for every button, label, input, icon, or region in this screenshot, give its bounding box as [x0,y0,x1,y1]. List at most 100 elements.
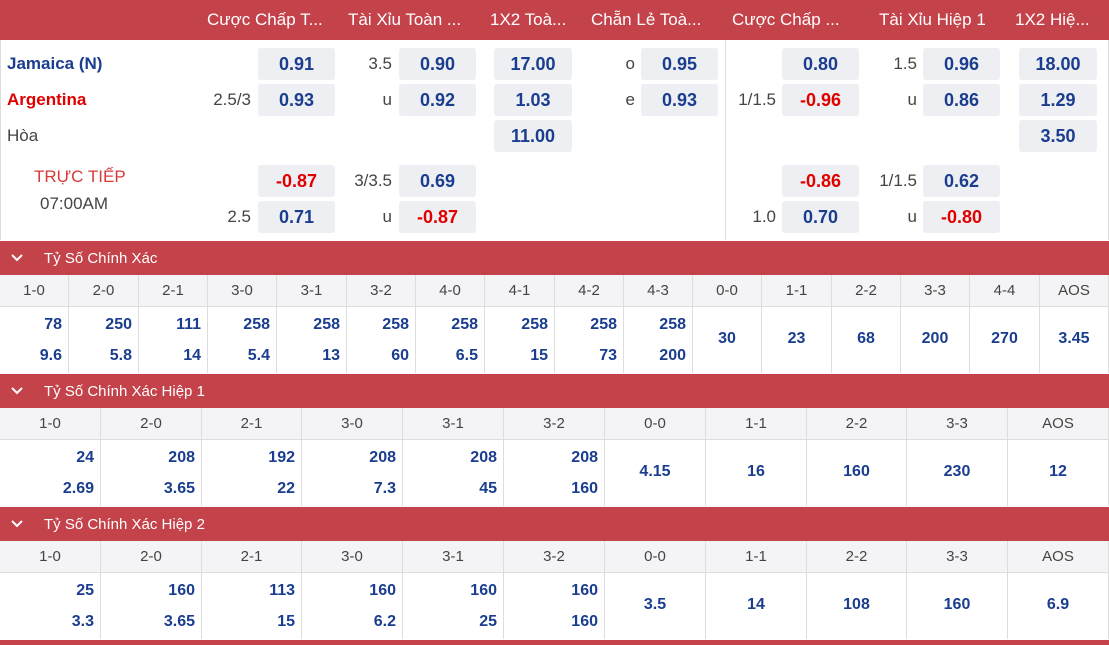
score-odds-away[interactable]: 73 [599,347,617,364]
score-odds-cell[interactable]: 208 3.65 [101,440,202,506]
score-odds-away[interactable]: 7.3 [373,480,396,497]
odds-under-h1[interactable]: 0.86 [923,84,1000,116]
score-odds-away[interactable]: 6.2 [373,613,396,630]
score-odds-value[interactable]: 16 [747,463,765,480]
score-odds-home[interactable]: 258 [590,316,617,333]
odds-over[interactable]: 0.90 [399,48,476,80]
odds-under-h1-alt[interactable]: -0.80 [923,201,1000,233]
score-odds-home[interactable]: 160 [168,582,195,599]
score-odds-away[interactable]: 2.69 [62,480,94,497]
score-odds-value[interactable]: 6.9 [1046,596,1070,613]
score-odds-cell[interactable]: 16 [706,440,807,506]
score-odds-value[interactable]: 3.45 [1058,330,1090,347]
chevron-down-icon[interactable] [8,248,26,266]
odds-1x2-h1-draw[interactable]: 3.50 [1019,120,1097,152]
odds-handicap-h1-home-alt[interactable]: -0.86 [782,165,859,197]
odds-handicap-away-alt[interactable]: 0.71 [258,201,335,233]
score-odds-cell[interactable]: 258 60 [347,307,416,373]
odds-1x2-away[interactable]: 1.03 [494,84,572,116]
score-odds-home[interactable]: 192 [268,449,295,466]
score-odds-cell[interactable]: 113 15 [202,573,302,639]
col-ou-ft[interactable]: Tài Xỉu Toàn ... [348,10,462,29]
score-odds-away[interactable]: 22 [277,480,295,497]
score-odds-away[interactable]: 200 [659,347,686,364]
score-odds-cell[interactable]: 3.45 [1040,307,1109,373]
score-odds-cell[interactable]: 160 3.65 [101,573,202,639]
score-odds-home[interactable]: 25 [76,582,94,599]
score-odds-value[interactable]: 3.5 [643,596,667,613]
col-ou-h1[interactable]: Tài Xỉu Hiệp 1 [879,10,986,29]
score-odds-cell[interactable]: 258 15 [485,307,555,373]
odds-handicap-away[interactable]: 0.93 [258,84,335,116]
score-odds-value[interactable]: 30 [718,330,736,347]
score-odds-cell[interactable]: 258 73 [555,307,624,373]
odds-over-h1[interactable]: 0.96 [923,48,1000,80]
score-odds-home[interactable]: 208 [470,449,497,466]
odds-over-h1-alt[interactable]: 0.62 [923,165,1000,197]
score-odds-home[interactable]: 160 [571,582,598,599]
score-odds-home[interactable]: 258 [382,316,409,333]
score-odds-away[interactable]: 160 [571,613,598,630]
odds-under-alt[interactable]: -0.87 [399,201,476,233]
score-odds-value[interactable]: 270 [991,330,1018,347]
score-odds-cell[interactable]: 78 9.6 [0,307,69,373]
score-odds-cell[interactable]: 160 [807,440,907,506]
score-odds-away[interactable]: 3.65 [163,613,195,630]
score-odds-cell[interactable]: 24 2.69 [0,440,101,506]
score-odds-cell[interactable]: 160 25 [403,573,504,639]
odds-handicap-home-alt[interactable]: -0.87 [258,165,335,197]
odds-1x2-h1-away[interactable]: 1.29 [1019,84,1097,116]
score-odds-home[interactable]: 208 [369,449,396,466]
score-odds-cell[interactable]: 14 [706,573,807,639]
score-odds-value[interactable]: 160 [843,463,870,480]
score-odds-cell[interactable]: 270 [970,307,1040,373]
correct-score-h1-header[interactable]: Tỷ Số Chính Xác Hiệp 1 [0,374,1109,408]
score-odds-value[interactable]: 12 [1049,463,1067,480]
correct-score-h2-header[interactable]: Tỷ Số Chính Xác Hiệp 2 [0,507,1109,541]
score-odds-cell[interactable]: 111 14 [139,307,208,373]
score-odds-cell[interactable]: 160 160 [504,573,605,639]
score-odds-value[interactable]: 230 [943,463,971,480]
score-odds-cell[interactable]: 3.5 [605,573,706,639]
score-odds-value[interactable]: 68 [857,330,875,347]
score-odds-cell[interactable]: 258 13 [277,307,347,373]
score-odds-cell[interactable]: 30 [693,307,762,373]
score-odds-cell[interactable]: 230 [907,440,1008,506]
score-odds-away[interactable]: 15 [530,347,548,364]
score-odds-away[interactable]: 60 [391,347,409,364]
score-odds-home[interactable]: 160 [369,582,396,599]
odds-over-alt[interactable]: 0.69 [399,165,476,197]
odds-1x2-home[interactable]: 17.00 [494,48,572,80]
score-odds-home[interactable]: 24 [76,449,94,466]
score-odds-value[interactable]: 23 [787,330,806,347]
score-odds-cell[interactable]: 108 [807,573,907,639]
odds-handicap-h1-away[interactable]: -0.96 [782,84,859,116]
score-odds-value[interactable]: 14 [747,596,765,613]
score-odds-home[interactable]: 258 [659,316,686,333]
score-odds-cell[interactable]: 160 [907,573,1008,639]
score-odds-cell[interactable]: 208 45 [403,440,504,506]
odds-1x2-draw[interactable]: 11.00 [494,120,572,152]
correct-score-ft-header[interactable]: Tỷ Số Chính Xác [0,241,1109,275]
score-odds-value[interactable]: 4.15 [639,463,671,480]
score-odds-away[interactable]: 9.6 [39,347,62,364]
score-odds-home[interactable]: 208 [571,449,598,466]
chevron-down-icon[interactable] [8,381,26,399]
col-oddeven-ft[interactable]: Chẵn Lẻ Toà... [591,10,702,29]
score-odds-home[interactable]: 258 [521,316,548,333]
col-1x2-h1[interactable]: 1X2 Hiệ... [1015,10,1090,29]
score-odds-cell[interactable]: 258 200 [624,307,693,373]
score-odds-away[interactable]: 13 [322,347,340,364]
score-odds-away[interactable]: 5.4 [247,347,270,364]
score-odds-value[interactable]: 108 [843,596,870,613]
score-odds-away[interactable]: 3.3 [71,613,94,630]
score-odds-cell[interactable]: 68 [832,307,901,373]
score-odds-cell[interactable]: 160 6.2 [302,573,403,639]
score-odds-cell[interactable]: 4.15 [605,440,706,506]
col-handicap-h1[interactable]: Cược Chấp ... [732,10,840,29]
score-odds-cell[interactable]: 258 6.5 [416,307,485,373]
score-odds-away[interactable]: 14 [183,347,201,364]
score-odds-home[interactable]: 160 [470,582,497,599]
score-odds-home[interactable]: 208 [168,449,195,466]
score-odds-value[interactable]: 160 [943,596,971,613]
